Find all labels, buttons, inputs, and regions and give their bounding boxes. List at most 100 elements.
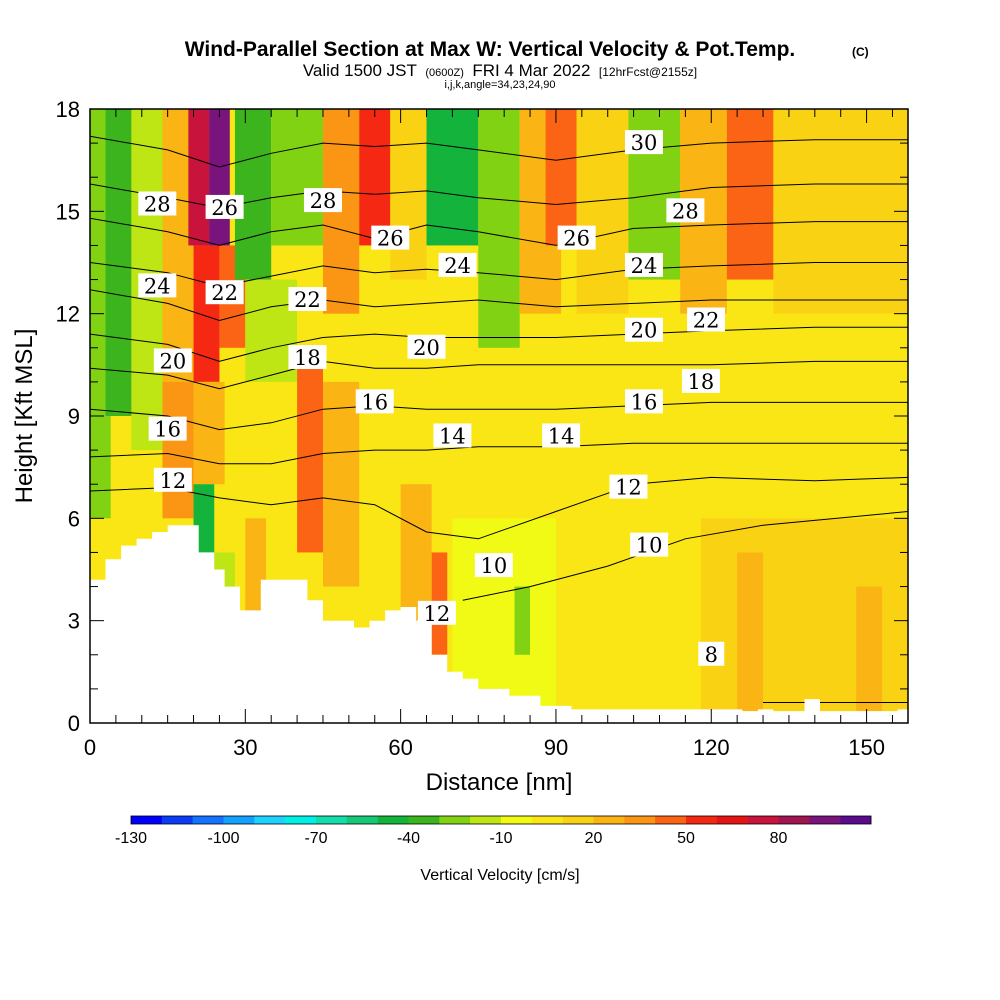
contour-label-bg xyxy=(205,194,244,219)
colorbar-tick--130: -130 xyxy=(115,830,147,847)
contour-label-bg xyxy=(153,348,192,373)
velocity-cell-38 xyxy=(856,586,883,723)
contour-label-bg xyxy=(417,600,456,625)
velocity-cell-22 xyxy=(726,109,774,280)
contour-label-text: 24 xyxy=(631,254,658,278)
contour-label-12: 24 xyxy=(438,252,477,278)
velocity-cell-18 xyxy=(545,109,577,246)
velocity-cell-30 xyxy=(322,381,360,587)
contour-label-1: 24 xyxy=(138,273,177,298)
colorbar-frame xyxy=(130,815,872,825)
colorbar-swatch-4 xyxy=(254,816,286,824)
contour-label-5: 26 xyxy=(205,194,244,220)
contour-label-19: 30 xyxy=(624,130,663,155)
colorbar-swatch-3 xyxy=(223,816,255,824)
plot-area: 28 24 20 16 12 26 22 28 22 18 26 16 24 20 14 12 10 26 14 30… xyxy=(90,109,908,723)
contour-label-13: 20 xyxy=(407,334,446,360)
contour-label-4: 12 xyxy=(153,467,192,493)
velocity-cell-34 xyxy=(514,586,531,655)
chart-subtitle-indices: i,j,k,angle=34,23,24,90 xyxy=(444,79,555,91)
colorbar-swatch-5 xyxy=(285,816,317,824)
colorbar-swatch-1 xyxy=(161,816,193,824)
velocity-cell-25 xyxy=(193,381,225,485)
x-axis-label: Distance [nm] xyxy=(426,769,573,796)
x-tick-label-30: 30 xyxy=(233,735,257,760)
terrain xyxy=(90,525,908,723)
colorbar-tick-80: 80 xyxy=(770,830,788,847)
velocity-cell-37 xyxy=(737,552,764,723)
x-tick-label-90: 90 xyxy=(544,735,568,760)
velocity-cell-35 xyxy=(581,552,701,723)
y-tick-label-9: 9 xyxy=(68,404,80,429)
x-tick-label-0: 0 xyxy=(84,735,96,760)
theta-contour-16 xyxy=(90,401,908,431)
colorbar: -130 -100 -70 -40 -10 20 50 80 xyxy=(115,815,872,847)
velocity-cell-13 xyxy=(359,109,391,246)
velocity-cell-29 xyxy=(297,347,323,553)
contour-label-text: 24 xyxy=(444,254,471,278)
contour-label-24: 18 xyxy=(681,368,720,394)
contour-label-bg xyxy=(666,198,705,223)
colorbar-swatch-22 xyxy=(809,816,841,824)
contour-label-10: 26 xyxy=(371,225,410,251)
contour-label-17: 26 xyxy=(557,225,596,251)
contour-label-bg xyxy=(624,252,663,277)
chart-subtitle: Valid 1500 JST (0600Z) FRI 4 Mar 2022 [1… xyxy=(303,61,697,80)
contour-label-text: 24 xyxy=(144,274,171,298)
colorbar-swatch-11 xyxy=(470,816,502,824)
terrain-mask xyxy=(90,525,908,723)
contour-label-8: 22 xyxy=(288,287,327,312)
contour-label-text: 28 xyxy=(672,199,699,223)
contour-label-bg xyxy=(624,130,663,155)
colorbar-swatch-12 xyxy=(501,816,533,824)
colorbar-tick--40: -40 xyxy=(397,830,420,847)
subtitle-forecast: [12hrFcst@2155z] xyxy=(599,65,697,79)
x-tick-label-60: 60 xyxy=(388,735,412,760)
contour-label-bg xyxy=(624,317,663,342)
colorbar-swatch-23 xyxy=(840,816,872,824)
contour-label-text: 28 xyxy=(144,193,171,217)
contour-label-bg xyxy=(609,474,648,499)
contour-label-text: 18 xyxy=(294,346,321,370)
chart-title: Wind-Parallel Section at Max W: Vertical… xyxy=(185,38,796,61)
velocity-cell-31 xyxy=(400,484,432,621)
contour-label-bg xyxy=(687,307,726,332)
colorbar-swatch-8 xyxy=(377,816,409,824)
contour-label-text: 18 xyxy=(688,370,715,394)
velocity-cell-9 xyxy=(234,109,272,280)
contour-label-bg xyxy=(542,423,581,448)
contour-label-bg xyxy=(153,467,192,492)
colorbar-swatch-0 xyxy=(131,816,163,824)
colorbar-swatch-9 xyxy=(408,816,440,824)
contour-label-6: 22 xyxy=(205,280,244,305)
colorbar-tick-50: 50 xyxy=(677,830,695,847)
contour-label-bg xyxy=(474,553,513,578)
contour-label-text: 8 xyxy=(705,643,718,667)
contour-label-text: 10 xyxy=(480,554,507,578)
contour-label-bg xyxy=(288,345,327,370)
contour-label-text: 12 xyxy=(615,476,642,500)
contour-label-text: 30 xyxy=(631,131,658,155)
contour-label-text: 16 xyxy=(631,390,658,414)
colorbar-swatch-13 xyxy=(531,816,563,824)
contour-label-text: 16 xyxy=(361,390,388,414)
theta-contour-12 xyxy=(90,476,908,540)
colorbar-swatch-2 xyxy=(192,816,224,824)
x-axis: 0 30 60 90 120 150 xyxy=(84,109,893,760)
velocity-cell-5 xyxy=(188,109,210,246)
colorbar-swatch-18 xyxy=(686,816,718,824)
theta-contour-22 xyxy=(90,289,908,322)
contour-label-3: 16 xyxy=(148,416,187,442)
contour-label-9: 18 xyxy=(288,345,327,370)
contour-label-15: 12 xyxy=(417,600,456,626)
colorbar-tick--100: -100 xyxy=(207,830,239,847)
colorbar-tick--70: -70 xyxy=(304,830,327,847)
colorbar-swatch-20 xyxy=(747,816,779,824)
contour-label-14: 14 xyxy=(433,423,472,448)
velocity-cell-10 xyxy=(271,109,323,246)
velocity-cell-24 xyxy=(162,381,194,519)
velocity-cell-16 xyxy=(478,109,520,348)
y-axis: 0 3 6 9 12 15 18 xyxy=(56,97,908,736)
contour-label-2: 20 xyxy=(153,348,192,373)
y-tick-label-6: 6 xyxy=(68,506,80,531)
